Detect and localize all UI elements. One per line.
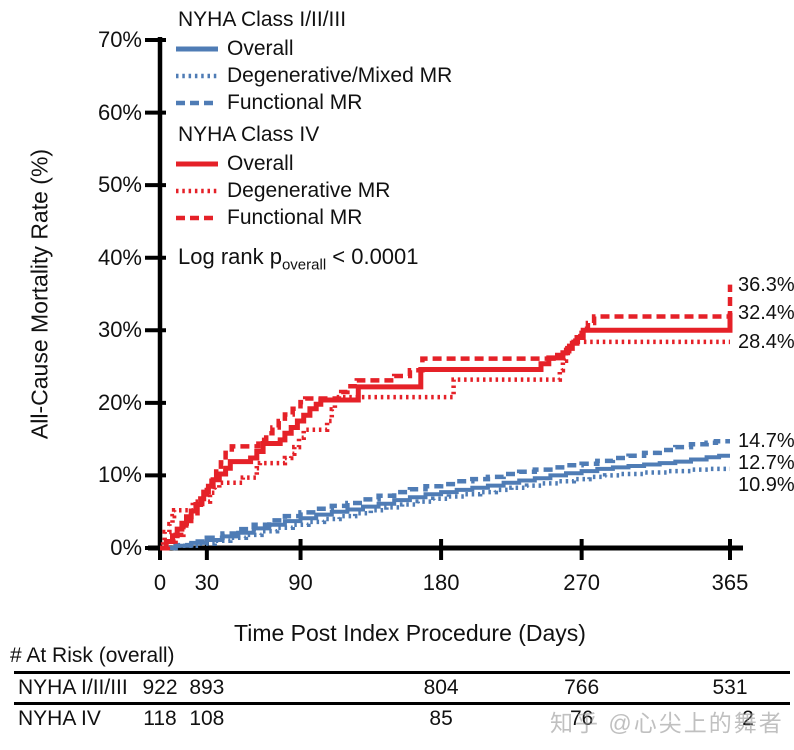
- legend-group-title-1: NYHA Class I/II/III: [178, 8, 347, 31]
- legend-label: Functional MR: [227, 90, 363, 114]
- legend-label: Functional MR: [227, 205, 363, 229]
- y-tick-label-50: 50%: [97, 172, 142, 198]
- km-curve-nyha-class-i-ii-iii-overall: [160, 453, 730, 550]
- log-rank-subscript: overall: [281, 256, 327, 274]
- legend-item: Functional MR: [176, 89, 452, 116]
- at-risk-value-day-180: 85: [429, 707, 453, 730]
- legend-group-title-2: NYHA Class IV: [178, 123, 320, 146]
- km-curve-nyha-class-iv-functional-mr: [160, 284, 733, 551]
- at-risk-value-day-30: 893: [189, 676, 225, 699]
- x-tick-label-30: 30: [194, 570, 220, 595]
- y-tick-label-0: 0%: [110, 535, 142, 560]
- curve-end-label: 28.4%: [738, 330, 794, 353]
- x-tick-label-90: 90: [288, 570, 313, 595]
- at-risk-value-day-365: 2: [742, 707, 754, 730]
- legend: NYHA Class I/II/III Overall Degenerative/M…: [176, 8, 452, 231]
- km-curve-nyha-class-iv-overall: [160, 312, 733, 551]
- legend-item: Overall: [176, 150, 452, 177]
- at-risk-value-day-365: 531: [712, 676, 748, 699]
- km-curve-nyha-class-i-ii-iii-degenerative-mixed-mr: [160, 466, 730, 551]
- legend-item: Functional MR: [176, 204, 452, 231]
- x-tick-label-180: 180: [422, 570, 460, 595]
- at-risk-value-day-180: 804: [423, 676, 459, 699]
- legend-line-sample-dotted: [176, 73, 218, 78]
- x-tick-label-0: 0: [153, 570, 167, 595]
- curve-end-label: 14.7%: [738, 430, 794, 453]
- legend-line-sample-dotted: [176, 188, 218, 193]
- curve-end-label: 36.3%: [738, 273, 794, 296]
- legend-label: Degenerative MR: [227, 178, 391, 202]
- at-risk-value-day-30: 108: [189, 707, 225, 730]
- legend-line-sample-solid: [176, 46, 218, 51]
- legend-line-sample-dashed: [176, 215, 218, 220]
- legend-line-sample-dashed: [176, 100, 218, 105]
- log-rank-annotation: Log rank poverall < 0.0001: [178, 244, 419, 273]
- at-risk-value-day-270: 76: [569, 707, 594, 730]
- y-axis-title: All-Cause Mortality Rate (%): [26, 148, 53, 440]
- y-tick-label-40: 40%: [97, 244, 142, 270]
- curve-end-label: 12.7%: [738, 452, 794, 475]
- legend-item: Degenerative/Mixed MR: [176, 62, 452, 89]
- at-risk-header: # At Risk (overall): [10, 644, 175, 667]
- log-rank-text: Log rank p: [178, 244, 282, 269]
- y-tick-label-60: 60%: [97, 99, 142, 125]
- at-risk-row-label: NYHA IV: [18, 707, 101, 730]
- curve-end-label: 10.9%: [738, 474, 794, 497]
- y-tick-label-20: 20%: [97, 389, 142, 415]
- at-risk-value-day-0: 922: [142, 676, 178, 699]
- legend-label: Overall: [227, 151, 294, 175]
- watermark: 知乎 @心尖上的舞者: [550, 710, 784, 736]
- x-tick-label-270: 270: [563, 570, 600, 595]
- y-tick-label-30: 30%: [97, 317, 142, 343]
- legend-label: Overall: [227, 36, 294, 60]
- legend-item: Overall: [176, 35, 452, 62]
- y-tick-label-10: 10%: [97, 462, 142, 488]
- x-tick-label-365: 365: [711, 570, 749, 595]
- km-curve-nyha-class-i-ii-iii-functional-mr: [160, 439, 730, 551]
- km-curve-nyha-class-iv-degenerative-mr: [160, 339, 730, 551]
- x-axis-title: Time Post Index Procedure (Days): [234, 620, 586, 646]
- y-tick-label-70: 70%: [97, 27, 142, 52]
- curve-end-label: 32.4%: [738, 301, 794, 324]
- at-risk-row-label: NYHA I/II/III: [18, 676, 128, 699]
- at-risk-value-day-0: 118: [143, 707, 177, 730]
- legend-line-sample-solid: [176, 161, 218, 166]
- log-rank-value: < 0.0001: [326, 244, 419, 269]
- at-risk-value-day-270: 766: [564, 676, 600, 699]
- at-risk-rule-middle: [14, 702, 790, 705]
- legend-label: Degenerative/Mixed MR: [227, 63, 453, 87]
- at-risk-rule-top: [14, 671, 790, 674]
- legend-item: Degenerative MR: [176, 177, 452, 204]
